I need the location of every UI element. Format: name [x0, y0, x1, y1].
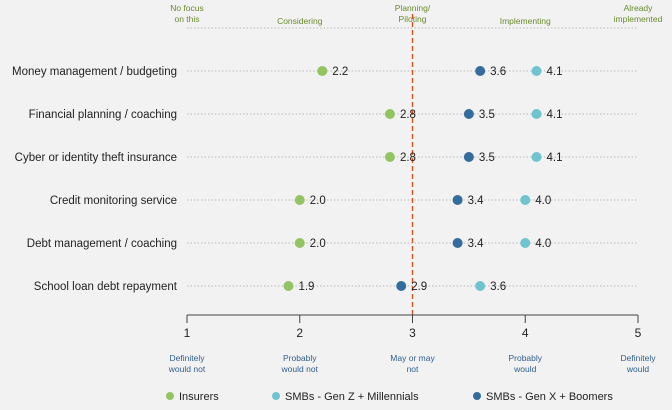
- legend-label: SMBs - Gen Z + Millennials: [285, 391, 419, 403]
- data-label: 3.5: [479, 152, 495, 164]
- stage-label: Planning/: [395, 3, 431, 13]
- category-label: Money management / budgeting: [12, 66, 177, 78]
- category-label: Debt management / coaching: [27, 238, 177, 250]
- data-label: 4.1: [547, 109, 563, 121]
- data-point: [384, 109, 395, 119]
- data-label: 4.0: [535, 195, 551, 207]
- category-label: Credit monitoring service: [50, 195, 177, 207]
- data-label: 3.6: [490, 281, 506, 293]
- data-label: 2.8: [400, 109, 416, 121]
- data-point: [396, 281, 407, 291]
- stage-label: Already: [624, 3, 654, 13]
- data-point: [475, 66, 486, 76]
- stage-label: No focus: [170, 3, 204, 13]
- data-point: [384, 152, 395, 162]
- x-tick-description: not: [407, 364, 419, 374]
- data-point: [452, 195, 463, 205]
- data-label: 4.0: [535, 238, 551, 250]
- legend-marker: [272, 392, 280, 400]
- data-label: 3.4: [468, 238, 485, 250]
- data-point: [531, 152, 542, 162]
- legend-marker: [473, 392, 481, 400]
- category-label: Financial planning / coaching: [29, 109, 177, 121]
- x-tick-description: Probably: [283, 353, 317, 363]
- data-point: [475, 281, 486, 291]
- x-tick-description: would not: [281, 364, 319, 374]
- stage-label: Considering: [277, 16, 323, 26]
- data-point: [294, 238, 305, 248]
- data-point: [520, 238, 531, 248]
- x-tick-description: Definitely: [621, 353, 657, 363]
- data-label: 2.9: [411, 281, 427, 293]
- x-tick-label: 1: [184, 326, 191, 340]
- data-point: [294, 195, 305, 205]
- data-point: [531, 66, 542, 76]
- data-point: [463, 109, 474, 119]
- data-label: 1.9: [298, 281, 314, 293]
- data-label: 3.5: [479, 109, 495, 121]
- data-label: 2.2: [332, 66, 348, 78]
- data-point: [283, 281, 294, 291]
- x-tick-description: Definitely: [170, 353, 206, 363]
- data-point: [317, 66, 328, 76]
- category-label: School loan debt repayment: [34, 281, 178, 293]
- data-label: 3.6: [490, 66, 506, 78]
- legend-label: SMBs - Gen X + Boomers: [486, 391, 613, 403]
- x-tick-label: 4: [522, 326, 529, 340]
- x-tick-description: would: [513, 364, 536, 374]
- data-label: 2.0: [310, 195, 326, 207]
- x-tick-description: Probably: [508, 353, 542, 363]
- x-tick-description: would: [626, 364, 649, 374]
- data-label: 3.4: [468, 195, 485, 207]
- data-point: [452, 238, 463, 248]
- stage-label: Implementing: [500, 16, 551, 26]
- x-tick-label: 5: [635, 326, 642, 340]
- stage-label: implemented: [614, 14, 663, 24]
- x-tick-description: May or may: [390, 353, 435, 363]
- data-point: [531, 109, 542, 119]
- legend-label: Insurers: [179, 391, 219, 403]
- stage-label: on this: [174, 14, 199, 24]
- x-tick-label: 2: [296, 326, 303, 340]
- x-tick-description: would not: [168, 364, 206, 374]
- data-label: 4.1: [547, 152, 563, 164]
- data-label: 2.8: [400, 152, 416, 164]
- x-tick-label: 3: [409, 326, 416, 340]
- legend-marker: [166, 392, 174, 400]
- data-point: [520, 195, 531, 205]
- data-label: 4.1: [547, 66, 563, 78]
- category-label: Cyber or identity theft insurance: [15, 152, 177, 164]
- data-point: [463, 152, 474, 162]
- data-label: 2.0: [310, 238, 326, 250]
